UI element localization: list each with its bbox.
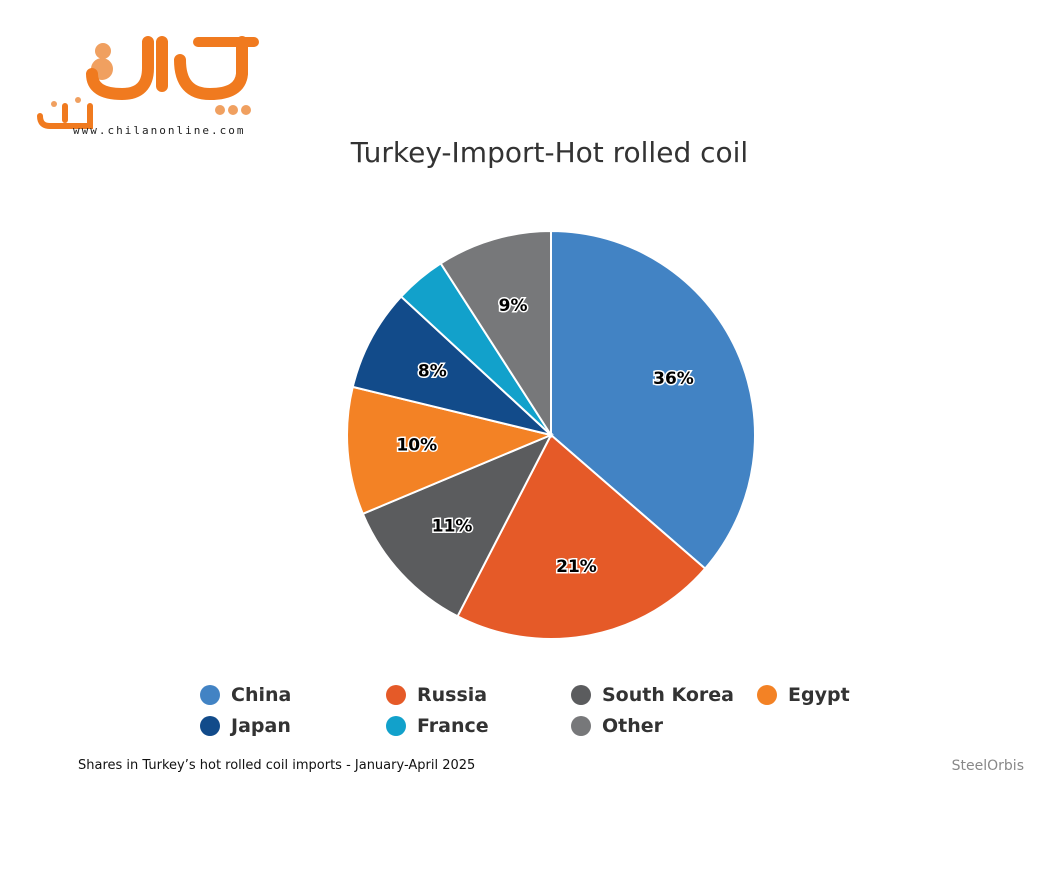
pie-slices (346, 229, 756, 640)
legend-item-other[interactable]: Other (571, 715, 663, 737)
legend-label: China (231, 684, 292, 706)
chart-caption: Shares in Turkey’s hot rolled coil impor… (78, 758, 476, 773)
legend-label: Russia (417, 684, 488, 706)
data-label-russia: 21% (556, 557, 597, 577)
legend-swatch (757, 685, 777, 705)
pie-slice-egypt[interactable] (346, 385, 555, 516)
legend-item-south-korea[interactable]: South Korea (571, 684, 734, 706)
data-label-japan: 8% (418, 361, 447, 381)
data-label-south-korea: 11% (432, 516, 473, 536)
legend-swatch (571, 685, 591, 705)
legend-label: France (417, 715, 489, 737)
pie-slice-other[interactable] (439, 229, 552, 439)
legend-swatch (571, 716, 591, 736)
legend-label: Japan (231, 715, 291, 737)
chilan-logo (37, 36, 259, 129)
legend-swatch (386, 685, 406, 705)
logo-url-text: www.chilanonline.com (73, 124, 246, 137)
data-label-egypt: 10% (396, 436, 437, 456)
legend-item-france[interactable]: France (386, 715, 489, 737)
chart-legend: China Russia South Korea Egypt Japan France Ot… (0, 684, 1059, 744)
legend-swatch (200, 685, 220, 705)
pie-data-labels: 36% 21% 11% 10% 8% 9% (395, 294, 695, 578)
legend-item-egypt[interactable]: Egypt (757, 684, 850, 706)
legend-item-china[interactable]: China (200, 684, 291, 706)
legend-label: Other (602, 715, 664, 737)
legend-swatch (386, 716, 406, 736)
pie-slice-south-korea[interactable] (361, 433, 554, 618)
legend-item-japan[interactable]: Japan (200, 715, 291, 737)
pie-slice-japan[interactable] (351, 295, 555, 437)
legend-swatch (200, 716, 220, 736)
data-label-other: 9% (499, 296, 528, 316)
data-label-china: 36% (653, 369, 694, 389)
pie-slice-russia[interactable] (456, 433, 707, 640)
chart-source: SteelOrbis (951, 758, 1024, 774)
chart-title: Turkey-Import-Hot rolled coil (350, 136, 749, 169)
legend-item-russia[interactable]: Russia (386, 684, 487, 706)
legend-label: Egypt (788, 684, 850, 706)
pie-slice-china[interactable] (550, 229, 756, 571)
legend-label: South Korea (602, 684, 735, 706)
